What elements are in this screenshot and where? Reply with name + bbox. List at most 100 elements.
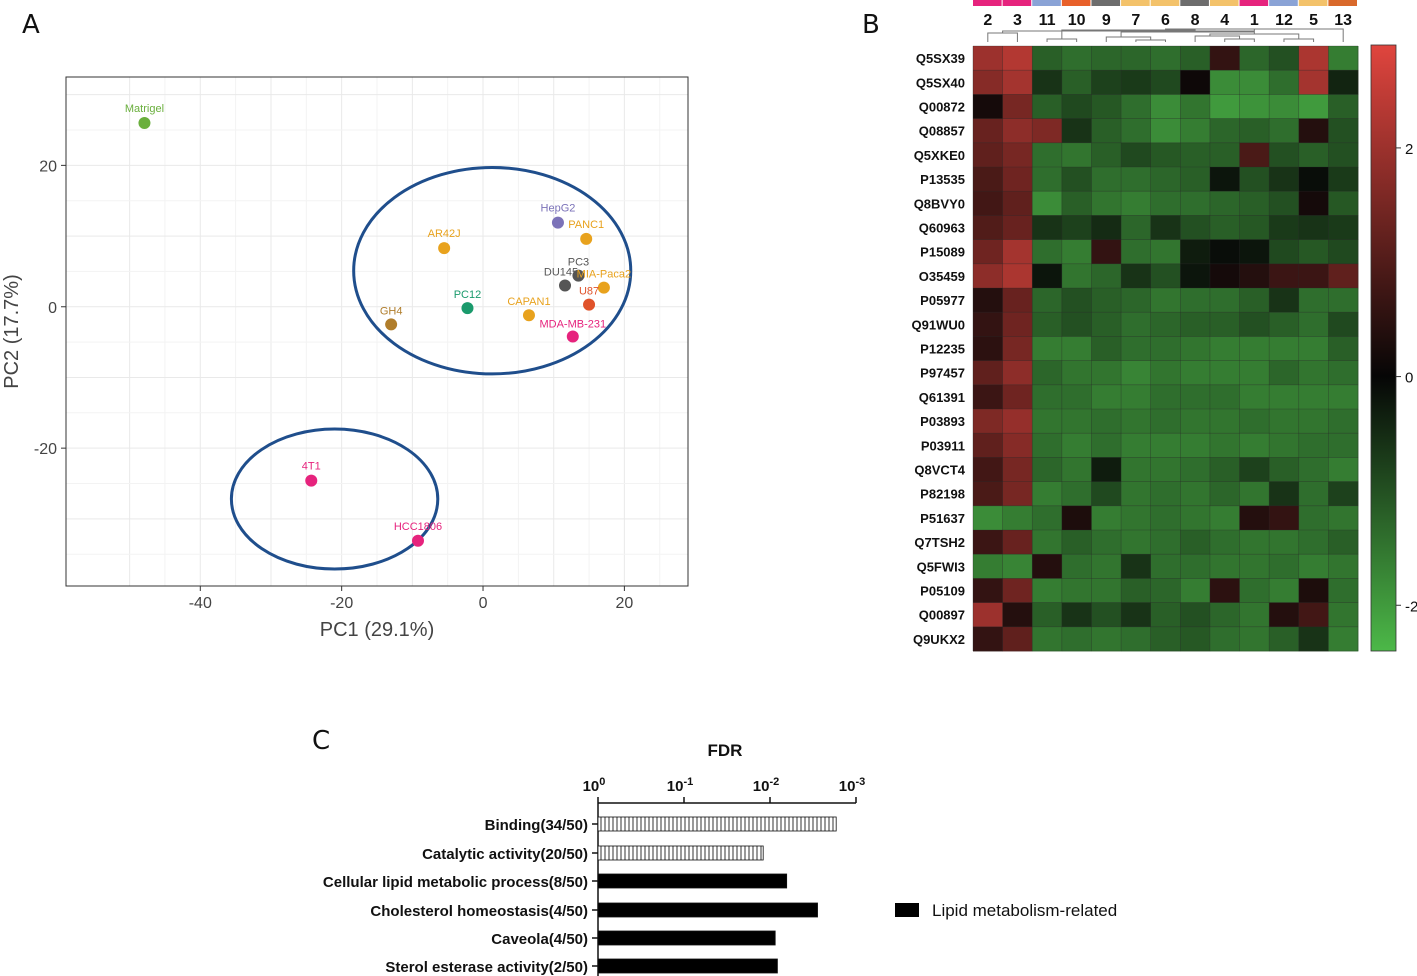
heatmap-cell [973,215,1004,240]
heatmap-cell [1180,360,1211,386]
heatmap-cell [1091,263,1122,289]
heatmap-cell [973,626,1004,652]
heatmap-cell [1150,554,1181,579]
heatmap-cell [1180,239,1211,265]
heatmap-cell [1150,602,1181,628]
heatmap-cell [1209,409,1240,434]
heatmap-cell [1150,263,1181,289]
heatmap-cell [1269,215,1300,240]
y-axis-title: PC2 (17.7%) [1,274,23,389]
heatmap-cell [1002,384,1033,410]
heatmap-cell [1269,46,1300,71]
heatmap-cell [1091,530,1122,555]
heatmap-cell [1239,457,1270,482]
column-color-bar [1180,0,1209,6]
point-capan1 [522,309,535,322]
heatmap-cell [1269,167,1300,192]
dendrogram-link [1002,29,1255,33]
heatmap-cell [1091,191,1122,216]
point-hcc1806 [411,534,424,547]
heatmap-cell [1298,360,1329,386]
x-tick-label: -40 [189,595,212,612]
x-tick-label: 10-2 [753,776,779,795]
heatmap-cell [1091,336,1122,361]
heatmap-cell [1032,336,1063,361]
heatmap-cell [1209,336,1240,361]
heatmap-cell [1121,457,1152,482]
heatmap-cell [1032,505,1063,531]
heatmap-cell [1150,336,1181,361]
heatmap-cell [1180,481,1211,507]
heatmap-cell [1239,505,1270,531]
heatmap-cell [1002,481,1033,507]
heatmap-cell [1239,288,1270,313]
heatmap-cell [1239,70,1270,95]
heatmap-cell [1091,578,1122,603]
row-label: P51637 [920,511,965,526]
heatmap-cell [1061,312,1092,337]
heatmap-cell [1032,481,1063,507]
tick-exponent: 0 [599,776,605,788]
heatmap-cell [1298,118,1329,144]
heatmap-cell [1091,602,1122,628]
heatmap-cell [1121,94,1152,119]
heatmap-cell [1150,215,1181,240]
heatmap-cell [1150,433,1181,458]
heatmap-cell [1002,215,1033,240]
heatmap-cell [1180,602,1211,628]
heatmap-cell [1121,360,1152,386]
heatmap-cell [1032,191,1063,216]
heatmap-cell [1328,191,1359,216]
heatmap-cell [1091,384,1122,410]
heatmap-cell [1298,433,1329,458]
heatmap-cell [1328,70,1359,95]
x-tick-label: 100 [583,776,606,795]
point-ar42j [438,242,451,255]
heatmap-cell [1150,578,1181,603]
heatmap-cell [1002,602,1033,628]
heatmap-cell [1121,312,1152,337]
column-label: 7 [1131,12,1140,29]
heatmap-cell [1269,336,1300,361]
heatmap-cell [1269,312,1300,337]
heatmap-cell [973,602,1004,628]
heatmap-cell [1298,46,1329,71]
row-label: Q7TSH2 [914,535,965,550]
heatmap-cell [1269,384,1300,410]
heatmap-cell [1269,263,1300,289]
heatmap-cell [1121,384,1152,410]
colorbar-tick-label: 0 [1405,370,1413,387]
heatmap-cell [1061,360,1092,386]
heatmap-cell [973,70,1004,95]
heatmap-cell [1121,505,1152,531]
heatmap-cell [1091,46,1122,71]
heatmap-cell [973,530,1004,555]
heatmap-cell [1121,433,1152,458]
row-label: O35459 [919,269,965,284]
row-label: Q5FWI3 [917,559,965,574]
heatmap-cell [1180,505,1211,531]
heatmap-cell [1209,530,1240,555]
heatmap-cell [1269,481,1300,507]
heatmap-cell [1032,46,1063,71]
heatmap-cell [973,46,1004,71]
point-label: HCC1806 [394,521,442,533]
column-dendrogram [987,28,1344,42]
heatmap-cell [1032,167,1063,192]
heatmap-cell [973,481,1004,507]
heatmap-cell [973,142,1004,168]
point-label: HepG2 [541,203,576,215]
heatmap-cell [1121,191,1152,216]
heatmap-cell [1328,46,1359,71]
heatmap-cell [1002,167,1033,192]
heatmap-cell [1298,312,1329,337]
heatmap-cell [1328,530,1359,555]
heatmap-cell [1061,215,1092,240]
heatmap-cell [1209,360,1240,386]
heatmap-cell [1180,384,1211,410]
bar-1 [597,816,837,832]
heatmap-cell [1209,215,1240,240]
category-label: Sterol esterase activity(2/50) [385,959,588,976]
heatmap-cell [973,312,1004,337]
